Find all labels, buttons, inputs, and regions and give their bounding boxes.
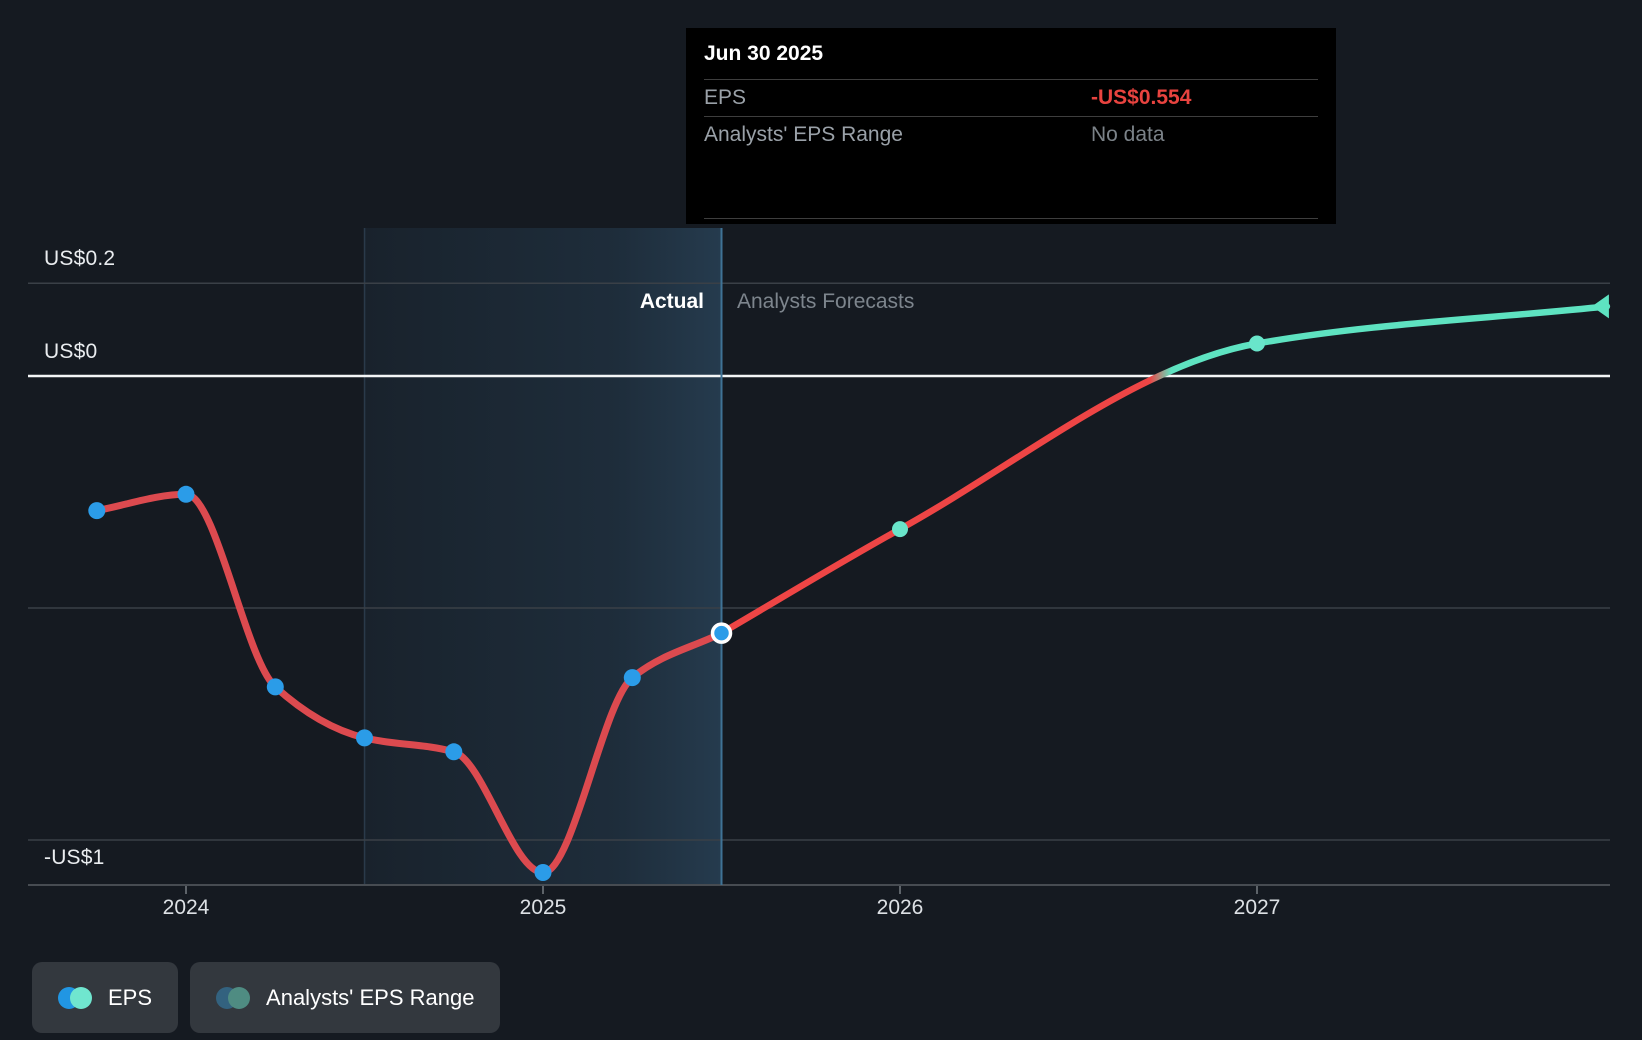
x-axis-label-2024: 2024 bbox=[162, 896, 210, 919]
past-year-highlight-band bbox=[364, 228, 722, 885]
analysts-eps-range-legend-label: Analysts' EPS Range bbox=[266, 984, 475, 1010]
tooltip-eps-label: EPS bbox=[704, 86, 747, 109]
eps-legend-icon bbox=[58, 986, 93, 1010]
y-axis-label-neg1: -US$1 bbox=[44, 846, 105, 869]
y-axis-label-0: US$0 bbox=[44, 340, 98, 363]
actual-eps-line bbox=[93, 490, 725, 877]
tooltip-row-eps-range: Analysts' EPS Range No data bbox=[704, 117, 1318, 153]
actual-eps-point[interactable] bbox=[445, 743, 463, 761]
tooltip-eps-value: -US$0.554 bbox=[1091, 86, 1192, 109]
x-axis-label-2025: 2025 bbox=[519, 896, 567, 919]
y-axis-label-0.2: US$0.2 bbox=[44, 247, 116, 271]
tooltip-date: Jun 30 2025 bbox=[704, 28, 1318, 80]
tooltip-eps-range-value: No data bbox=[1091, 123, 1165, 146]
forecast-end-arrow bbox=[1591, 294, 1609, 319]
analysts-eps-range-legend-icon bbox=[216, 986, 251, 1010]
legend-item-analysts-eps-range[interactable]: Analysts' EPS Range bbox=[190, 962, 501, 1033]
legend-item-eps[interactable]: EPS bbox=[32, 962, 179, 1033]
actual-eps-point[interactable] bbox=[623, 669, 641, 687]
eps-legend-label: EPS bbox=[108, 984, 153, 1010]
forecast-phase-label: Analysts Forecasts bbox=[737, 290, 915, 313]
tooltip-eps-range-label: Analysts' EPS Range bbox=[704, 123, 903, 146]
chart-legend: EPS Analysts' EPS Range bbox=[32, 962, 501, 1033]
forecast-eps-point[interactable] bbox=[892, 521, 908, 538]
actual-eps-point[interactable] bbox=[534, 864, 552, 881]
x-axis-label-2026: 2026 bbox=[876, 896, 924, 919]
tooltip-spacer bbox=[704, 153, 1318, 218]
tooltip-row-eps: EPS -US$0.554 bbox=[704, 80, 1318, 117]
tooltip-divider bbox=[704, 218, 1318, 219]
actual-eps-point[interactable] bbox=[356, 729, 373, 747]
chart-tooltip: Jun 30 2025 EPS -US$0.554 Analysts' EPS … bbox=[686, 28, 1336, 224]
actual-eps-point[interactable] bbox=[177, 485, 195, 503]
forecast-eps-line bbox=[718, 303, 1611, 637]
actual-phase-label: Actual bbox=[639, 290, 704, 313]
forecast-eps-point[interactable] bbox=[1249, 335, 1265, 352]
x-axis-label-2027: 2027 bbox=[1233, 896, 1281, 919]
actual-eps-point[interactable] bbox=[88, 502, 106, 520]
actual-eps-point[interactable] bbox=[266, 678, 284, 696]
highlighted-eps-point[interactable] bbox=[710, 622, 733, 644]
